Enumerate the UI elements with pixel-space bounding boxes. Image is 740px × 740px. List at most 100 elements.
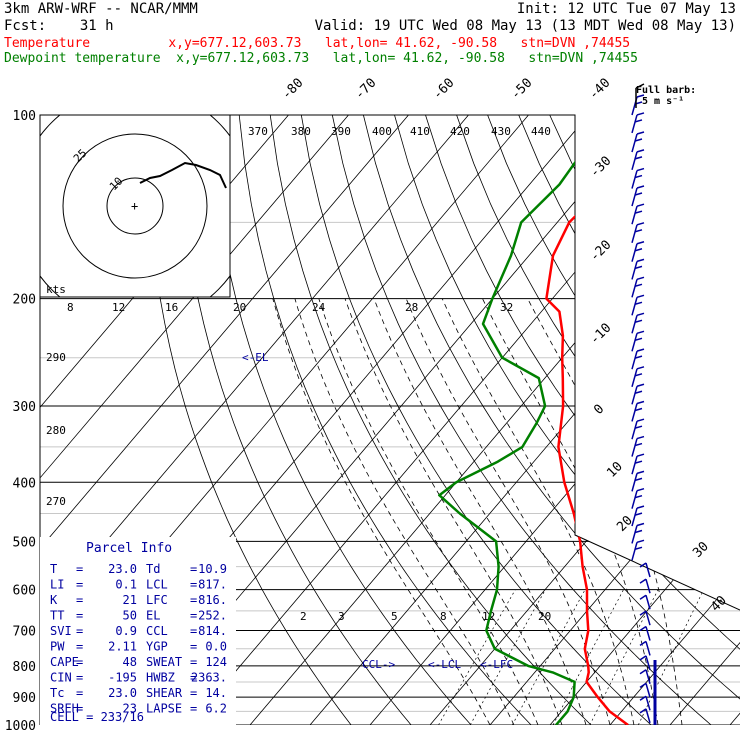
dry-adiabat [300,115,652,725]
hodo-speed-label: 16 [165,301,178,314]
parcel-key-2: CCL [146,624,168,638]
moist-adiabat [482,298,659,725]
parcel-eq-1: = [76,609,83,623]
pressure-label-400: 400 [13,476,36,491]
wind-barb [631,312,645,334]
isotherm [189,115,709,725]
dry-adiabat-label: 270 [46,495,66,508]
isotherm-label: 30 [690,539,712,561]
parcel-info-row: CIN = -195 HWBZ =2363. [50,671,227,685]
parcel-value-2: 814. [198,624,227,638]
parcel-info-background [40,537,236,725]
mixing-ratio-label: 2 [300,610,307,623]
wind-barbs [631,94,657,725]
parcel-value-2: 817. [198,578,227,592]
isotherm-label: -50 [508,76,535,103]
theta-label: 430 [491,125,511,138]
isotherm-label: -10 [587,321,614,348]
parcel-eq-1: = [76,655,83,669]
forecast-hour: Fcst: 31 h [4,18,114,34]
pressure-label-300: 300 [13,400,36,415]
temperature-legend: Temperature x,y=677.12,603.73 lat,lon= 4… [4,36,631,51]
wind-barb [631,505,645,527]
parcel-value-1: 21 [123,593,137,607]
parcel-key-1: T [50,562,57,576]
parcel-info-row: CAPE= 48 SWEAT = 124 [50,655,227,669]
barb-legend: Full barb: 5 m s⁻¹ [635,83,696,108]
wind-barb [631,131,645,153]
hodograph-center-marker: + [131,199,138,213]
parcel-eq-1: = [76,640,83,654]
dry-adiabat [269,115,592,725]
isotherm [40,115,409,725]
barb-legend-value: 5 m s⁻¹ [642,96,684,107]
parcel-value-1: 50 [123,609,137,623]
parcel-key-2: LAPSE [146,702,182,716]
parcel-value-2: 2363. [191,671,227,685]
wind-barb [639,562,651,578]
parcel-eq-1: = [76,702,83,716]
parcel-key-2: LFC [146,593,168,607]
parcel-info-row: PW = 2.11 YGP = 0.0 [50,640,227,654]
parcel-eq-1: = [76,562,83,576]
theta-label: 400 [372,125,392,138]
theta-label: 410 [410,125,430,138]
parcel-eq-2: = [190,640,197,654]
wind-barb [631,294,645,316]
theta-label: 390 [331,125,351,138]
hodo-speed-label: 8 [67,301,74,314]
wind-barb [631,222,645,244]
wind-barb [639,640,651,656]
parcel-key-1: PW [50,640,65,654]
wind-barb [631,348,645,370]
dry-adiabat [456,115,740,725]
wind-barb [631,203,645,225]
isotherm [40,115,469,725]
mixing-ratio-line [438,589,516,725]
parcel-key-2: SWEAT [146,655,182,669]
parcel-value-1: 23.0 [108,562,137,576]
moist-adiabat [441,298,635,725]
wind-barb [631,470,645,492]
parcel-value-2: 10.9 [198,562,227,576]
pressure-label-500: 500 [13,535,36,550]
parcel-eq-1: = [76,686,83,700]
moist-adiabat [405,298,611,725]
moist-adiabat [527,298,683,725]
dry-adiabat [549,115,740,725]
isotherm-label: 10 [604,459,626,481]
isotherm [369,115,740,725]
mixing-ratio-label: 5 [391,610,398,623]
dry-adiabat-label: 290 [46,351,66,364]
sounding-profiles [438,115,680,725]
dry-adiabat [580,115,740,725]
pressure-label-600: 600 [13,584,36,599]
isotherm [249,115,740,725]
dewpoint-legend: Dewpoint temperature x,y=677.12,603.73 l… [4,51,638,66]
parcel-value-2: 816. [198,593,227,607]
dewpoint-profile [438,115,602,725]
mixing-ratio-line [552,589,624,725]
wind-barb [631,276,645,298]
moist-adiabat [318,298,539,725]
parcel-eq-2: = [190,702,197,716]
mixing-ratio-line [637,589,705,725]
parcel-key-1: SVI [50,624,72,638]
theta-label: 370 [248,125,268,138]
theta-label: 440 [531,125,551,138]
lcl-marker: <-LCL [428,658,461,671]
wind-barb [639,625,651,641]
parcel-info-title: Parcel Info [86,541,172,556]
wind-barb [631,487,645,509]
wind-barb [631,330,645,352]
parcel-key-1: CAPE [50,655,79,669]
parcel-eq-2: = [190,655,197,669]
parcel-info-row: Tc = 23.0 SHEAR = 14. [50,686,227,700]
pressure-label-200: 200 [13,293,36,308]
pressure-label-900: 900 [13,691,36,706]
parcel-eq-2: = [190,593,197,607]
barb-legend-title: Full barb: [636,85,696,96]
hodo-speed-label: 20 [233,301,246,314]
parcel-key-2: EL [146,609,160,623]
